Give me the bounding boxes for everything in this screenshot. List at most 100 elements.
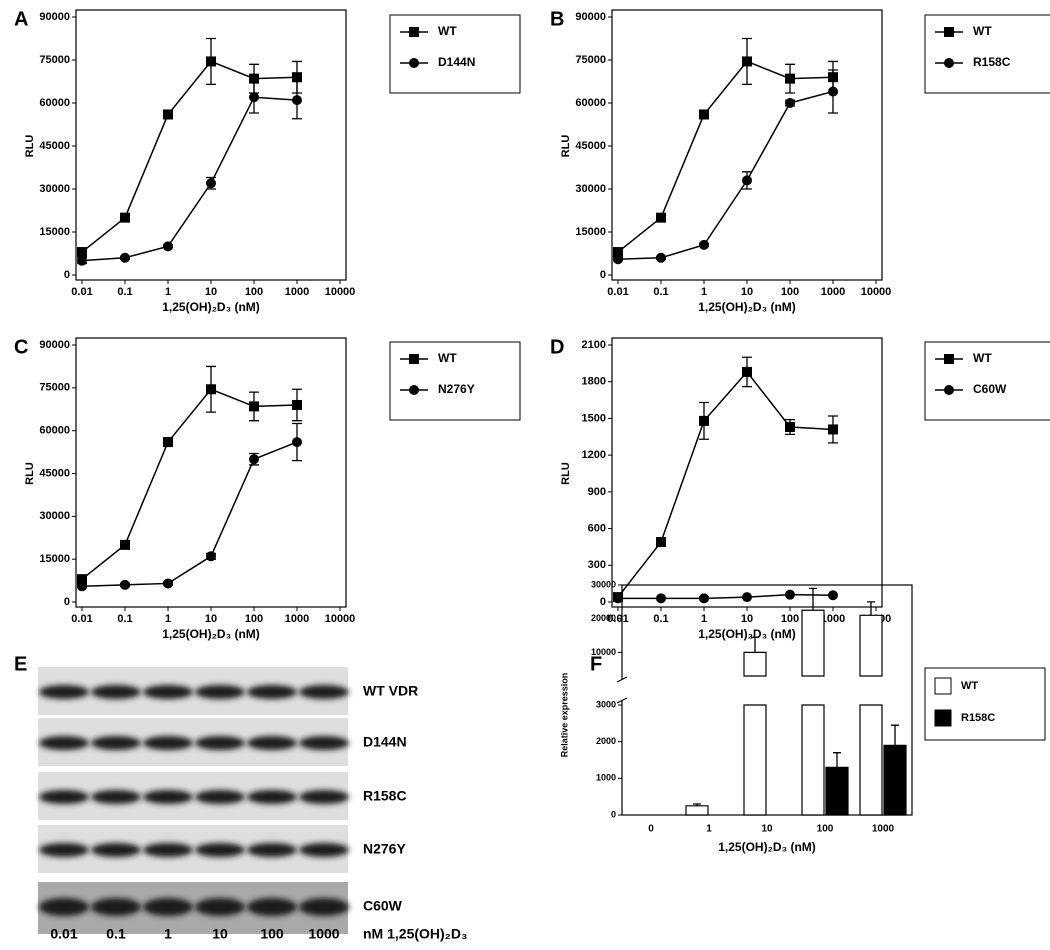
marker [785, 73, 795, 84]
blot-lane-label: 1000 [308, 926, 339, 942]
blot-band [143, 898, 193, 916]
y-tick-label: 45000 [39, 140, 70, 152]
y-tick-label: 900 [588, 486, 606, 498]
blot-unit-label: nM 1,25(OH)₂D₃ [363, 926, 467, 942]
blot-band [39, 736, 89, 750]
y-tick-label: 45000 [575, 140, 606, 152]
legend-swatch [934, 677, 952, 695]
y-tick-label: 75000 [39, 54, 70, 66]
bar [883, 744, 907, 816]
blot-band [91, 843, 141, 857]
blot-band [247, 843, 297, 857]
marker [163, 109, 173, 120]
legend-label: WT [973, 351, 992, 365]
x-tick-label: 0.1 [653, 286, 668, 298]
marker [785, 98, 795, 108]
blot-band [299, 736, 349, 750]
bar [743, 651, 767, 816]
y-tick-label: 0 [64, 269, 70, 281]
blot-band [195, 736, 245, 750]
axis-break [616, 676, 628, 704]
marker [77, 581, 87, 592]
marker [292, 95, 302, 106]
marker [249, 454, 259, 465]
x-axis-label: 1,25(OH)₂D₃ (nM) [162, 300, 260, 314]
marker [249, 73, 259, 84]
x-tick-label: 1000 [821, 613, 845, 625]
series-line [81, 441, 298, 588]
blot-band [247, 790, 297, 804]
y-axis-label: RLU [560, 462, 572, 485]
legend-label: R158C [961, 712, 995, 724]
panel-label: C [14, 336, 28, 358]
x-tick-label: 100 [817, 824, 834, 835]
legend-label: C60W [973, 382, 1007, 396]
blot-row-label: R158C [363, 788, 407, 804]
x-axis-label: 1,25(OH)₂D₃ (nM) [698, 300, 796, 314]
bar [685, 805, 709, 816]
marker [656, 212, 666, 223]
series-line [81, 96, 298, 262]
blot-row-label: WT VDR [363, 683, 418, 699]
marker [292, 437, 302, 448]
marker [409, 354, 419, 364]
y-tick-label: 15000 [39, 226, 70, 238]
x-tick-label: 0.1 [653, 613, 668, 625]
x-axis-label: 1,25(OH)₂D₃ (nM) [698, 627, 796, 641]
x-tick-label: 10000 [861, 286, 892, 298]
x-tick-label: 1 [706, 824, 712, 835]
blot-band [299, 790, 349, 804]
marker [656, 593, 666, 604]
y-tick-label: 2000 [596, 736, 616, 746]
x-tick-label: 0.1 [117, 613, 132, 625]
marker [249, 92, 259, 103]
blot-band [247, 736, 297, 750]
blot-band [299, 843, 349, 857]
y-axis-label: Relative expression [559, 673, 569, 758]
error-bar [833, 752, 841, 768]
marker [613, 593, 623, 604]
y-tick-label: 0 [600, 596, 606, 608]
legend-label: WT [438, 351, 457, 365]
blot-band [247, 685, 297, 699]
y-tick-label: 75000 [575, 54, 606, 66]
marker [699, 593, 709, 604]
y-tick-label: 0 [64, 596, 70, 608]
series-line [81, 60, 298, 253]
error-bar [809, 587, 817, 611]
marker [292, 399, 302, 410]
blot-band [195, 898, 245, 916]
y-tick-label: 0 [611, 809, 616, 819]
blot-band [91, 736, 141, 750]
blot-band [195, 843, 245, 857]
legend-label: WT [438, 24, 457, 38]
marker [77, 255, 87, 266]
blot-band [91, 790, 141, 804]
legend-frame [389, 341, 521, 421]
y-tick-label: 3000 [596, 699, 616, 709]
marker [944, 27, 954, 37]
legend-label: R158C [973, 55, 1011, 69]
x-tick-label: 1000 [285, 286, 309, 298]
blot-band [39, 790, 89, 804]
blot-band [299, 898, 349, 916]
legend-label: N276Y [438, 382, 475, 396]
y-tick-label: 15000 [39, 553, 70, 565]
x-tick-label: 1 [165, 286, 171, 298]
blot-lane-label: 0.01 [50, 926, 77, 942]
error-bar [891, 724, 899, 746]
marker [77, 574, 87, 585]
axis-break-gap [619, 680, 625, 701]
marker [742, 366, 752, 377]
marker [944, 385, 954, 395]
marker [742, 175, 752, 186]
marker [120, 539, 130, 550]
y-tick-label: 1200 [582, 449, 606, 461]
blot-band [247, 898, 297, 916]
x-tick-label: 10 [761, 824, 773, 835]
marker [163, 437, 173, 448]
marker [206, 178, 216, 189]
marker [77, 247, 87, 258]
x-tick-label: 0 [648, 824, 654, 835]
